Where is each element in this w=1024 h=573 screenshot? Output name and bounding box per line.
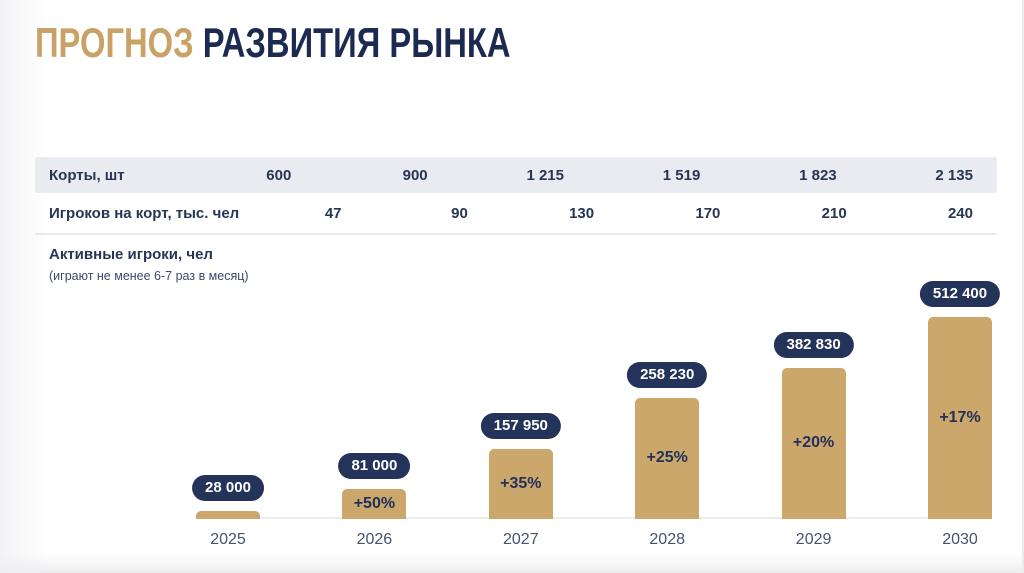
bar-2028 — [635, 398, 700, 519]
table-cell: 240 — [947, 204, 973, 222]
growth-label-2028: +25% — [646, 449, 688, 466]
bar-chart: 28 000 +50% 81 000 +35% 157 950 +25% 258 230 +2… — [192, 270, 1001, 555]
bar-2027 — [488, 449, 553, 519]
x-tick-label-2027: 2027 — [503, 531, 539, 548]
forecast-table: Корты, шт 600 900 1 215 1 519 1 823 2 135 Игрок… — [35, 157, 997, 235]
growth-label-2030: +17% — [939, 409, 981, 426]
table-cell: 1 519 — [662, 166, 701, 184]
value-pill-2028: 258 230 — [627, 362, 708, 388]
bar-group-2029: +20% 382 830 — [773, 270, 854, 519]
x-tick-label-2025: 2025 — [210, 531, 246, 548]
bar-group-2026: +50% 81 000 — [338, 270, 411, 519]
table-cell: 47 — [324, 204, 342, 222]
growth-label-2029: +20% — [792, 434, 835, 451]
chart-title: Активные игроки, чел — [49, 246, 213, 263]
table-row: Корты, шт 600 900 1 215 1 519 1 823 2 135 — [35, 157, 997, 193]
bar-2030 — [928, 317, 992, 519]
value-pill-2030: 512 400 — [919, 281, 1001, 307]
slide-left-edge-shadow — [0, 0, 48, 573]
table-cell: 90 — [451, 204, 468, 222]
table-cell: 1 215 — [526, 166, 564, 184]
page-title: ПРОГНОЗ РАЗВИТИЯ РЫНКА — [35, 22, 511, 64]
bar-2029 — [781, 368, 846, 519]
table-cell: 2 135 — [935, 166, 973, 184]
chart-subtitle: (играют не менее 6-7 раз в месяц) — [49, 269, 249, 283]
bar-group-2028: +25% 258 230 — [627, 270, 708, 519]
x-tick-label-2030: 2030 — [942, 531, 978, 548]
table-cell: 900 — [402, 166, 428, 184]
growth-label-2027: +35% — [500, 475, 542, 492]
x-tick-label-2029: 2029 — [795, 531, 832, 548]
table-cell: 170 — [695, 204, 721, 222]
value-pill-2029: 382 830 — [773, 332, 854, 358]
bar-group-2025: 28 000 — [192, 270, 264, 519]
page-title-accent: ПРОГНОЗ — [35, 19, 194, 66]
bar-2025 — [196, 511, 260, 519]
value-pill-2027: 157 950 — [480, 413, 561, 439]
table-row: Игроков на корт, тыс. чел 47 90 130 170 210 24… — [35, 193, 997, 235]
table-row-label: Игроков на корт, тыс. чел — [49, 204, 240, 222]
page-title-rest: РАЗВИТИЯ РЫНКА — [193, 19, 511, 66]
table-cell: 210 — [821, 204, 847, 222]
x-axis-line — [196, 517, 992, 519]
chart-header: Активные игроки, чел (играют не менее 6-… — [49, 246, 249, 283]
table-cell: 600 — [266, 166, 292, 184]
bar-2026 — [342, 489, 407, 519]
value-pill-2025: 28 000 — [192, 475, 264, 501]
table-cell: 1 823 — [799, 166, 837, 184]
bar-group-2030: +17% 512 400 — [919, 270, 1001, 519]
x-tick-label-2026: 2026 — [356, 531, 393, 548]
table-row-label: Корты, шт — [49, 166, 125, 184]
bar-chart-plot-area: 28 000 +50% 81 000 +35% 157 950 +25% 258 230 +2… — [192, 270, 1001, 519]
bar-group-2027: +35% 157 950 — [480, 270, 561, 519]
x-tick-label-2028: 2028 — [649, 531, 685, 548]
value-pill-2026: 81 000 — [338, 453, 411, 479]
growth-label-2026: +50% — [353, 495, 396, 512]
table-cell: 130 — [569, 204, 595, 222]
slide-bottom-edge-shadow — [0, 553, 1024, 573]
